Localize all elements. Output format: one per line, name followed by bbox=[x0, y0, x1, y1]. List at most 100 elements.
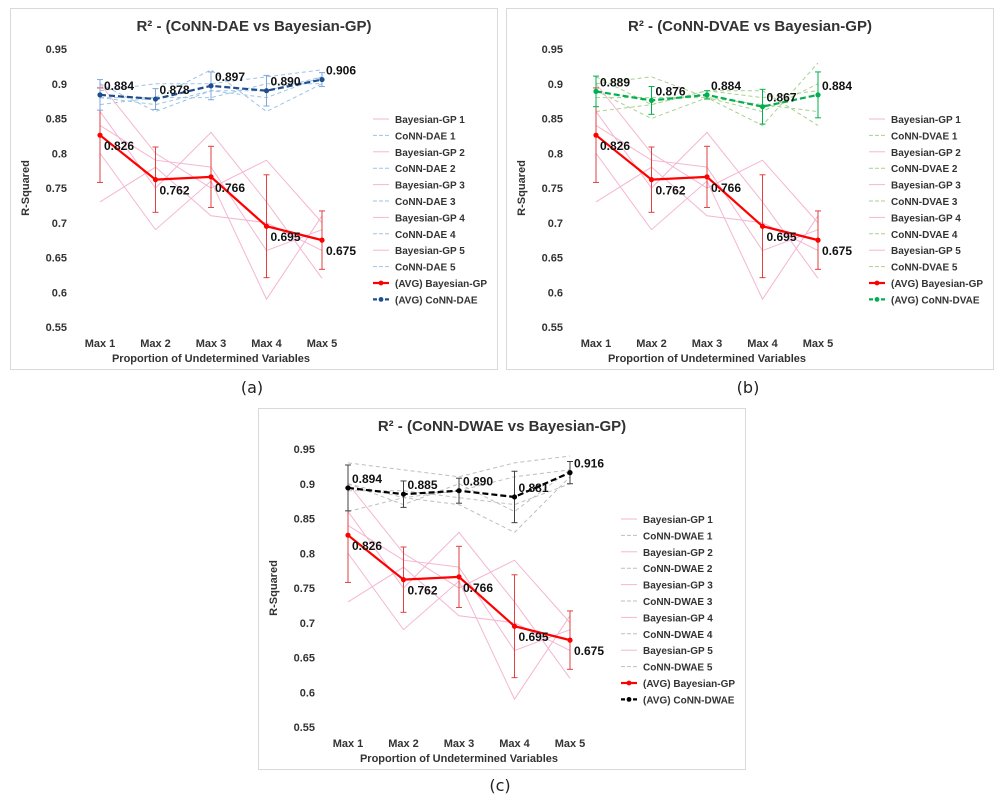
legend-label: Bayesian-GP 4 bbox=[891, 213, 961, 224]
y-tick-label: 0.55 bbox=[294, 722, 315, 734]
x-tick-label: Max 2 bbox=[388, 738, 419, 750]
data-label: 0.766 bbox=[711, 181, 741, 195]
data-label: 0.878 bbox=[160, 83, 190, 97]
legend-label: (AVG) CoNN-DAE bbox=[395, 295, 478, 306]
legend-marker bbox=[378, 280, 384, 286]
chart-panel-c: R² - (CoNN-DWAE vs Bayesian-GP) 0.55 0.6 0.… bbox=[258, 408, 746, 770]
data-point bbox=[759, 223, 766, 229]
legend-label: CoNN-DWAE 5 bbox=[643, 663, 713, 674]
y-tick-label: 0.6 bbox=[300, 687, 315, 699]
data-label: 0.695 bbox=[519, 630, 549, 644]
data-point bbox=[815, 237, 821, 243]
legend-label: (AVG) CoNN-DVAE bbox=[891, 295, 980, 306]
data-label: 0.695 bbox=[271, 230, 301, 244]
data-point bbox=[345, 485, 351, 491]
y-tick-label: 0.7 bbox=[52, 218, 67, 230]
data-point bbox=[648, 177, 655, 183]
y-tick-label: 0.7 bbox=[300, 618, 315, 630]
legend-marker bbox=[626, 680, 632, 686]
legend-label: Bayesian-GP 2 bbox=[395, 148, 465, 159]
data-label: 0.897 bbox=[215, 70, 245, 84]
data-point bbox=[567, 637, 573, 643]
data-point bbox=[208, 83, 214, 89]
data-point bbox=[511, 494, 518, 500]
chart-title: R² - (CoNN-DWAE vs Bayesian-GP) bbox=[378, 418, 626, 435]
legend-label: (AVG) Bayesian-GP bbox=[643, 679, 735, 690]
data-point bbox=[456, 574, 462, 580]
legend-label: CoNN-DWAE 3 bbox=[643, 597, 713, 608]
data-label: 0.894 bbox=[352, 472, 382, 486]
data-point bbox=[97, 132, 103, 138]
data-label: 0.890 bbox=[271, 75, 301, 89]
x-tick-label: Max 5 bbox=[307, 338, 338, 350]
data-label: 0.675 bbox=[574, 644, 604, 658]
data-point bbox=[593, 88, 599, 94]
series-line bbox=[595, 166, 819, 251]
legend-label: Bayesian-GP 2 bbox=[643, 548, 713, 559]
chart-panel-b: R² - (CoNN-DVAE vs Bayesian-GP) 0.55 0.6 0.… bbox=[506, 8, 994, 370]
chart-a: R² - (CoNN-DAE vs Bayesian-GP) 0.55 0.6 0.6… bbox=[20, 18, 487, 365]
data-label: 0.826 bbox=[104, 139, 134, 153]
y-tick-label: 0.65 bbox=[542, 253, 563, 265]
legend-label: Bayesian-GP 3 bbox=[891, 181, 961, 192]
caption-c: (c) bbox=[489, 776, 511, 795]
data-label: 0.889 bbox=[600, 75, 630, 89]
series-line bbox=[347, 455, 571, 478]
data-point bbox=[345, 532, 351, 538]
y-tick-label: 0.85 bbox=[46, 114, 67, 126]
chart-c: R² - (CoNN-DWAE vs Bayesian-GP) 0.55 0.6 0.… bbox=[268, 418, 735, 765]
legend-label: Bayesian-GP 4 bbox=[643, 613, 713, 624]
legend-label: Bayesian-GP 1 bbox=[643, 515, 713, 526]
x-tick-label: Max 1 bbox=[581, 338, 612, 350]
data-label: 0.675 bbox=[326, 244, 356, 258]
x-tick-label: Max 5 bbox=[803, 338, 834, 350]
y-tick-label: 0.7 bbox=[548, 218, 563, 230]
legend-label: (AVG) Bayesian-GP bbox=[891, 279, 983, 290]
data-point bbox=[208, 174, 214, 180]
data-point bbox=[511, 623, 518, 629]
legend-label: Bayesian-GP 1 bbox=[891, 115, 961, 126]
x-tick-label: Max 3 bbox=[196, 338, 227, 350]
series-line bbox=[99, 166, 323, 251]
data-label: 0.762 bbox=[408, 584, 438, 598]
data-label: 0.884 bbox=[822, 79, 852, 93]
legend-label: CoNN-DVAE 2 bbox=[891, 164, 958, 175]
data-label: 0.884 bbox=[104, 79, 134, 93]
legend-label: Bayesian-GP 2 bbox=[891, 148, 961, 159]
data-point bbox=[97, 92, 103, 98]
y-tick-label: 0.9 bbox=[548, 79, 563, 91]
chart-title: R² - (CoNN-DVAE vs Bayesian-GP) bbox=[628, 18, 872, 35]
y-tick-label: 0.9 bbox=[52, 79, 67, 91]
legend-label: Bayesian-GP 1 bbox=[395, 115, 465, 126]
y-tick-label: 0.55 bbox=[46, 322, 67, 334]
x-tick-label: Max 1 bbox=[333, 738, 364, 750]
x-tick-label: Max 2 bbox=[636, 338, 667, 350]
series-line bbox=[99, 69, 323, 92]
data-label: 0.885 bbox=[408, 478, 438, 492]
y-tick-label: 0.8 bbox=[300, 548, 315, 560]
x-tick-label: Max 3 bbox=[444, 738, 475, 750]
legend-label: CoNN-DAE 5 bbox=[395, 263, 456, 274]
legend-marker bbox=[874, 297, 880, 302]
y-tick-label: 0.95 bbox=[294, 444, 315, 456]
x-tick-label: Max 3 bbox=[692, 338, 723, 350]
data-label: 0.675 bbox=[822, 244, 852, 258]
legend-label: (AVG) Bayesian-GP bbox=[395, 279, 487, 290]
y-tick-label: 0.75 bbox=[542, 183, 563, 195]
y-tick-label: 0.6 bbox=[52, 287, 67, 299]
y-tick-label: 0.65 bbox=[46, 253, 67, 265]
data-label: 0.876 bbox=[656, 84, 686, 98]
data-label: 0.762 bbox=[160, 184, 190, 198]
y-tick-label: 0.9 bbox=[300, 479, 315, 491]
x-tick-label: Max 4 bbox=[251, 338, 282, 350]
caption-b: (b) bbox=[736, 378, 760, 397]
legend-label: Bayesian-GP 3 bbox=[643, 581, 713, 592]
data-point bbox=[319, 76, 325, 83]
data-point bbox=[319, 237, 325, 243]
series-line bbox=[348, 483, 571, 506]
legend-marker bbox=[874, 280, 880, 286]
series-line bbox=[99, 69, 323, 113]
data-point bbox=[815, 92, 821, 98]
data-label: 0.826 bbox=[600, 139, 630, 153]
data-label: 0.884 bbox=[711, 79, 741, 93]
